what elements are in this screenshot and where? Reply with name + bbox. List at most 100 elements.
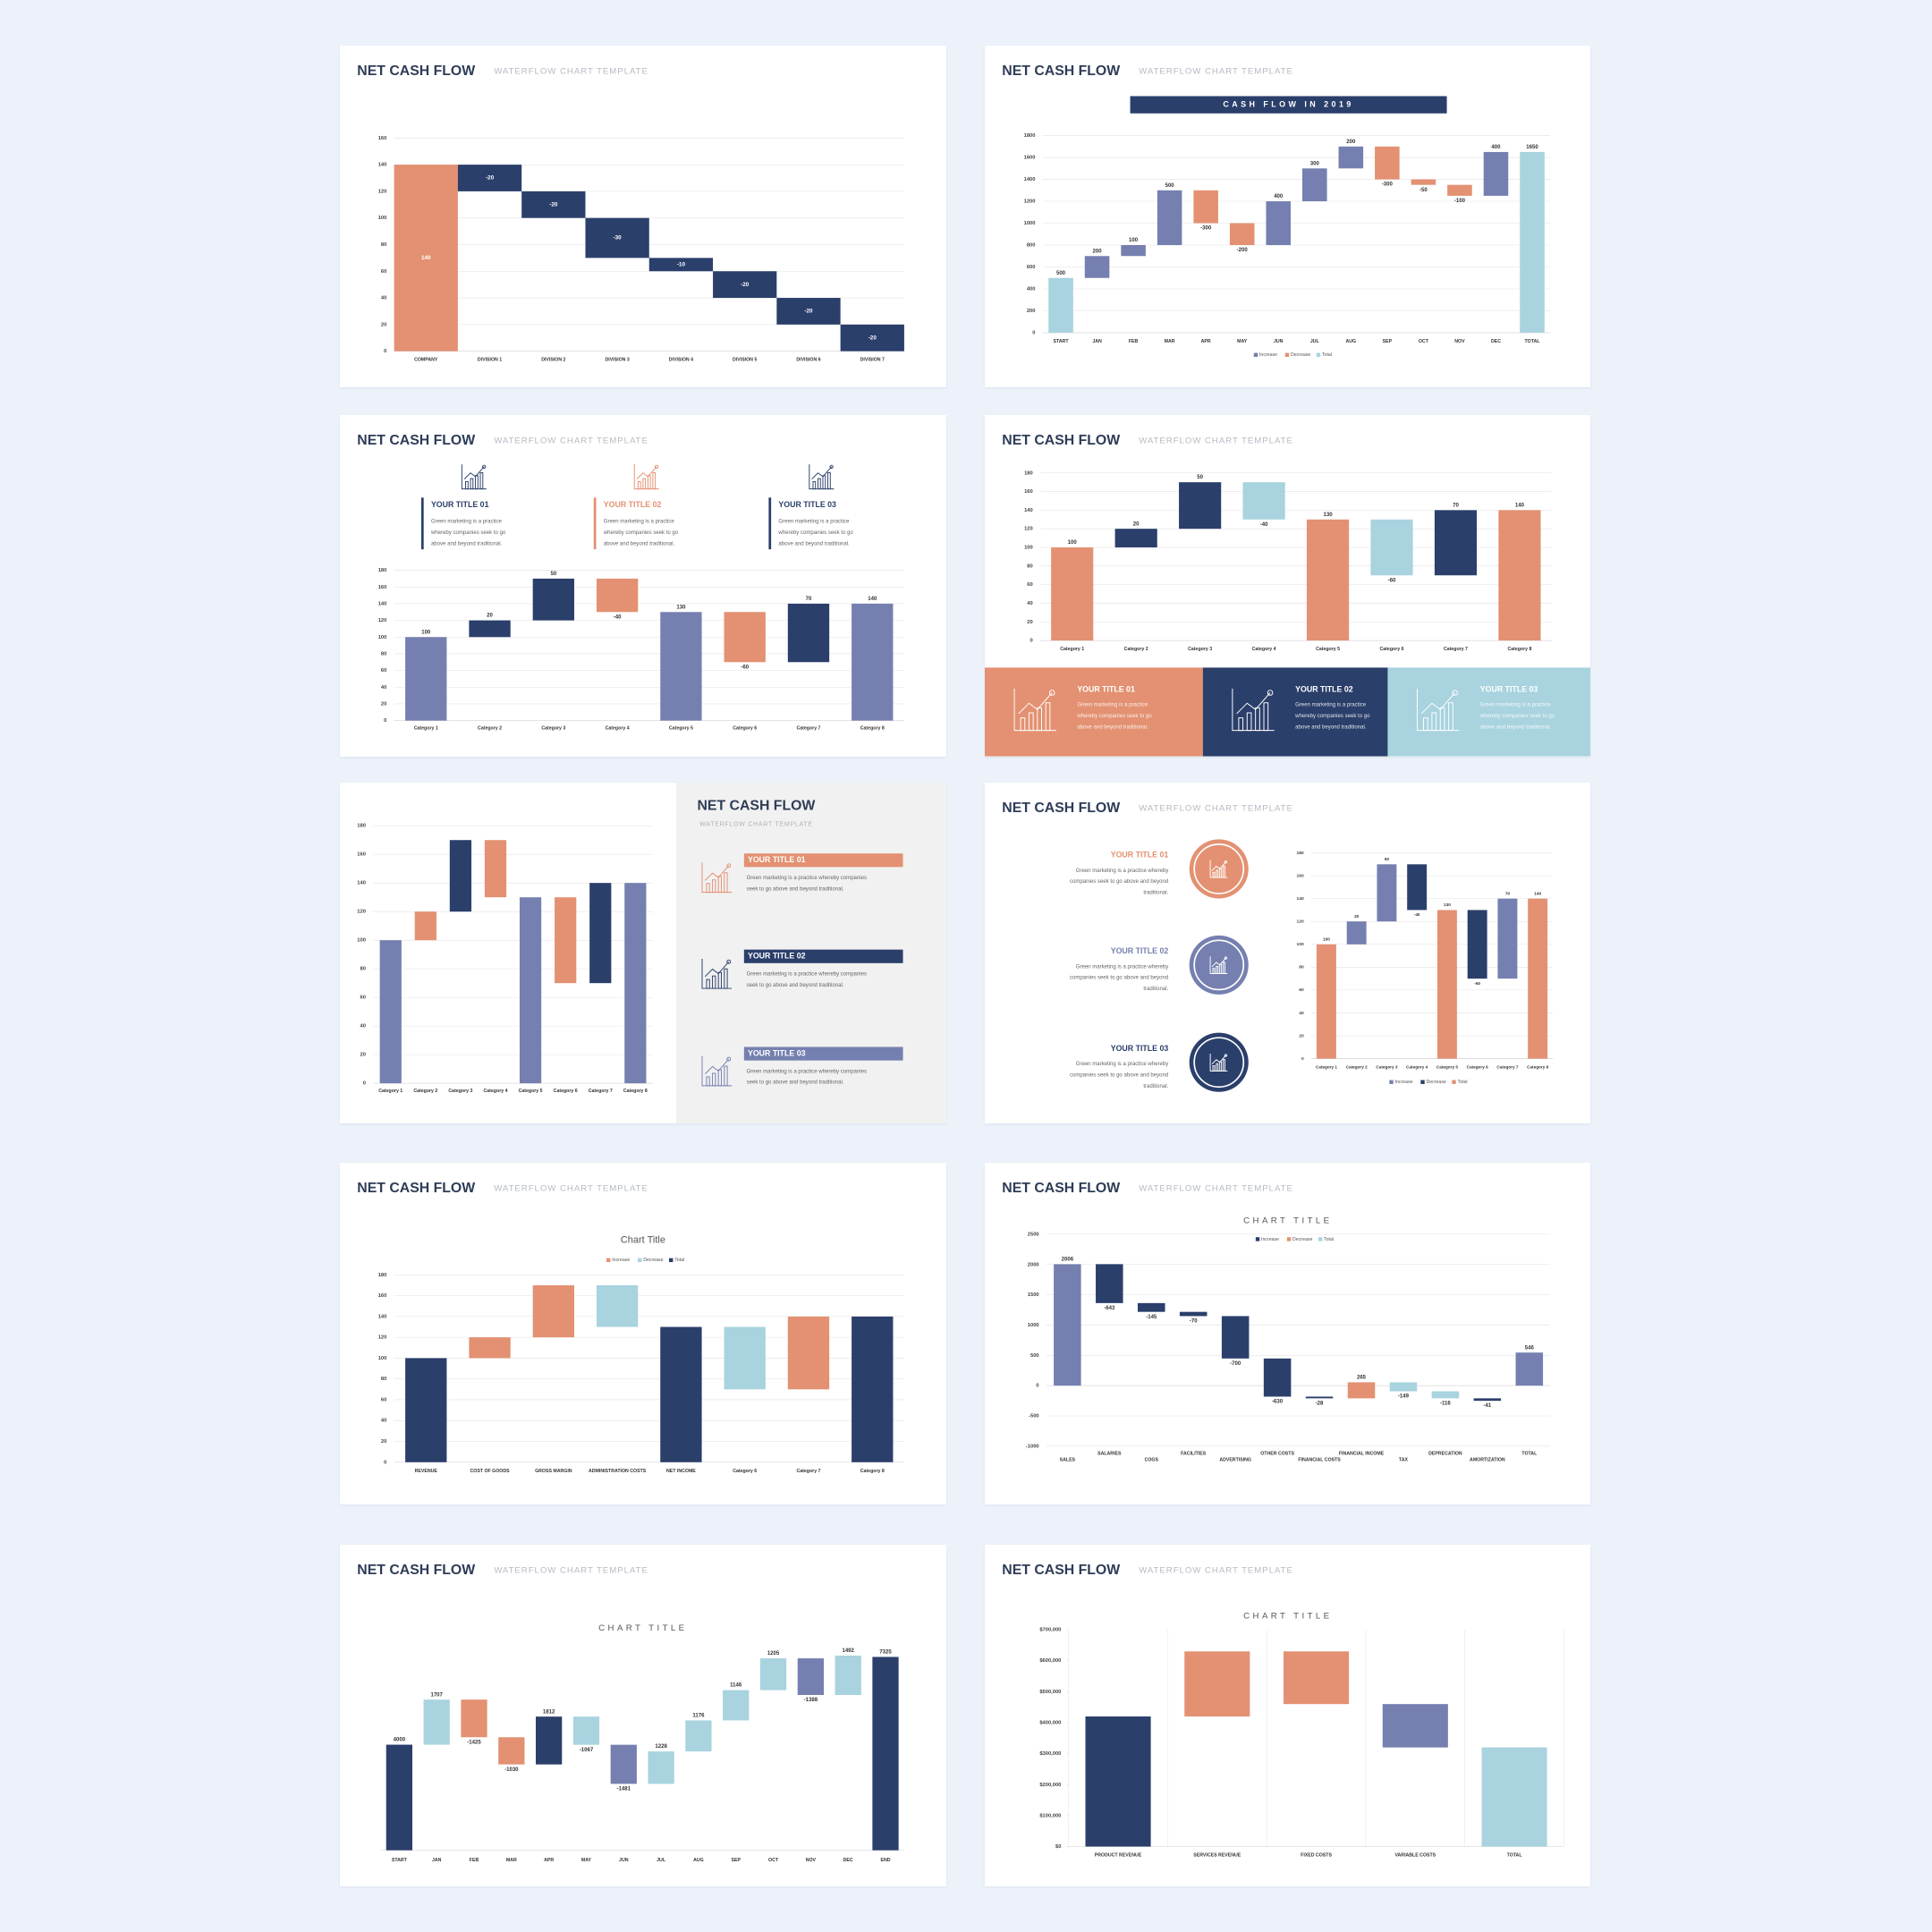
bar: [1085, 1716, 1151, 1847]
bar: [423, 1699, 451, 1746]
data-label: 130: [677, 606, 687, 611]
icon-bar: [1216, 965, 1218, 974]
x-tick-label: START: [392, 1858, 408, 1863]
chart-title: Chart Title: [621, 1235, 665, 1246]
y-tick-label: 160: [378, 585, 387, 590]
icon-bar: [712, 975, 716, 989]
icon: [701, 1055, 733, 1087]
card-title: YOUR TITLE 03: [779, 500, 837, 509]
data-label: 20: [1354, 914, 1360, 919]
bar: [394, 165, 459, 352]
data-label: 100: [421, 631, 431, 636]
y-tick-label: 20: [1027, 620, 1032, 625]
icon: [462, 464, 487, 490]
data-label: -30: [614, 235, 623, 242]
icon-line: [463, 466, 485, 480]
slide: NET CASH FLOW WATERFLOW CHART TEMPLATE YOU…: [984, 782, 1591, 1124]
icon-dot: [1224, 1054, 1227, 1057]
bar: [1221, 1316, 1250, 1360]
data-label: -300: [1200, 226, 1212, 232]
slide: NET CASH FLOW WATERFLOW CHART TEMPLATE YOU…: [984, 415, 1591, 757]
legend-label: Increase: [1259, 352, 1277, 358]
bar: [532, 579, 575, 621]
y-tick-label: 180: [378, 568, 387, 573]
card-text: Green marketing is a practice whereby co…: [747, 1069, 867, 1085]
card-circle: [1189, 839, 1249, 899]
y-tick-label: 40: [1027, 601, 1032, 606]
bar: [379, 939, 402, 1083]
x-tick-label: START: [1053, 339, 1069, 344]
bar: [1306, 520, 1349, 641]
data-label: 50: [551, 572, 557, 577]
card-title: YOUR TITLE 01: [1110, 850, 1168, 859]
bar: [1481, 1748, 1547, 1847]
data-label: -40: [614, 615, 622, 621]
data-label: 1205: [767, 1652, 780, 1657]
data-label: -1388: [804, 1699, 818, 1704]
icon-bar: [1036, 708, 1042, 732]
x-tick-label: OCT: [768, 1858, 779, 1863]
bar: [1120, 244, 1146, 257]
bar: [724, 612, 767, 663]
data-label: -149: [1398, 1394, 1410, 1400]
x-tick-label: FINANCIAL INCOME: [1338, 1452, 1384, 1457]
y-tick-label: $700,000: [1039, 1628, 1061, 1633]
data-label: -41: [1483, 1404, 1491, 1410]
y-tick-label: 200: [1027, 309, 1036, 314]
x-tick-label: DEPRECATION: [1428, 1452, 1462, 1457]
bar: [1434, 510, 1477, 576]
card-ring: [1193, 843, 1244, 894]
card-title: YOUR TITLE 03: [1479, 685, 1538, 694]
bar: [1114, 529, 1157, 548]
x-tick-label: DIVISION 7: [860, 358, 885, 363]
bar: [1374, 146, 1400, 180]
bar: [405, 637, 447, 721]
y-tick-label: 20: [381, 702, 386, 708]
y-tick-label: 1500: [1027, 1293, 1038, 1299]
x-tick-label: Category 6: [1466, 1064, 1488, 1069]
card-text: Green marketing is a practice whereby co…: [747, 971, 867, 987]
bar: [597, 579, 639, 613]
card-text: Green marketing is a practice whereby com…: [1076, 703, 1152, 731]
icon-bar: [1263, 702, 1268, 732]
slide-title: NET CASH FLOW: [1002, 1182, 1120, 1197]
x-tick-label: Category 3: [449, 1088, 473, 1093]
x-tick-label: TOTAL: [1506, 1853, 1522, 1859]
x-tick-label: SERVICES REVENUE: [1193, 1853, 1241, 1859]
y-tick-label: 600: [1027, 265, 1036, 270]
slide: NET CASH FLOW WATERFLOW CHART TEMPLATE -10…: [984, 1163, 1591, 1504]
legend-label: Increase: [1261, 1237, 1279, 1242]
card-title: YOUR TITLE 02: [1295, 685, 1353, 694]
bar: [648, 1751, 674, 1784]
bar: [1229, 223, 1255, 245]
data-label: 1492: [843, 1648, 855, 1654]
bar: [835, 1656, 862, 1696]
card-title-bar: [744, 1046, 903, 1061]
slide-subtitle: WATERFLOW CHART TEMPLATE: [1139, 436, 1293, 446]
data-label: 70: [1504, 891, 1510, 895]
x-tick-label: PRODUCT REVENUE: [1094, 1853, 1141, 1859]
chart-title: CASH FLOW IN 2019: [1223, 99, 1353, 108]
data-label: -1425: [467, 1741, 481, 1746]
y-tick-label: 160: [1024, 489, 1033, 495]
y-tick-label: 60: [360, 995, 366, 1000]
y-tick-label: 0: [363, 1080, 366, 1086]
bar: [1497, 898, 1518, 979]
icon-dot: [1267, 690, 1273, 697]
icon-bar: [706, 1076, 710, 1087]
x-tick-label: DIVISION 4: [669, 358, 693, 363]
icon-bar: [642, 478, 647, 490]
x-tick-label: FEB: [1129, 339, 1139, 344]
data-label: -70: [1189, 1319, 1197, 1325]
x-tick-label: Category 7: [797, 1469, 821, 1474]
x-tick-label: Category 2: [414, 1088, 438, 1093]
y-tick-label: 0: [1036, 1384, 1038, 1389]
bar: [1347, 1382, 1375, 1399]
slide: NET CASH FLOW WATERFLOW CHART TEMPLATE YOU…: [340, 782, 946, 1124]
bar: [1095, 1264, 1123, 1304]
icon-bar: [1431, 712, 1436, 732]
x-tick-label: NOV: [806, 1858, 817, 1863]
icon-dot: [1048, 690, 1055, 697]
bar: [469, 1337, 511, 1359]
x-tick-label: Category 1: [1060, 647, 1084, 652]
